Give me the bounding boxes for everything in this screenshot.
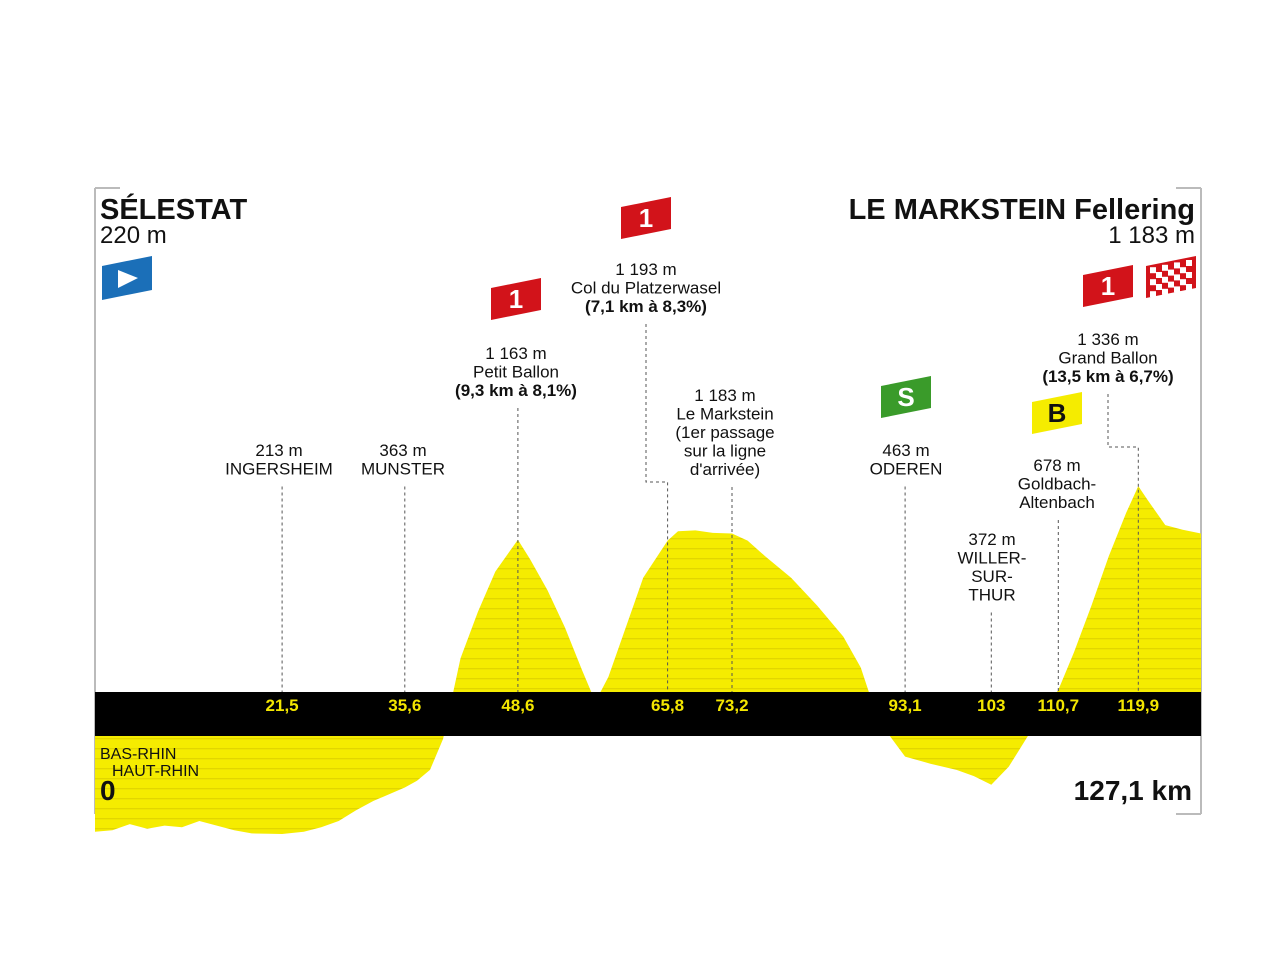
waypoint-label-line: 372 m (968, 530, 1015, 549)
km-tick-label: 93,1 (889, 696, 922, 715)
waypoint-label-line: Goldbach- (1018, 475, 1096, 494)
badge-label: 1 (1101, 271, 1115, 301)
start-flag-icon (102, 256, 152, 300)
waypoint-label-line: Petit Ballon (473, 363, 559, 382)
department-1: BAS-RHIN (100, 746, 176, 763)
km-tick-label: 48,6 (501, 696, 534, 715)
badge-label: 1 (639, 203, 653, 233)
km-tick-label: 65,8 (651, 696, 684, 715)
km-tick-label: 103 (977, 696, 1005, 715)
waypoint-label-line: ODEREN (870, 460, 943, 479)
waypoint-label-line: Altenbach (1019, 493, 1095, 512)
climb-category-icon: 1 (1083, 265, 1133, 307)
waypoint-label-line: 213 m (255, 441, 302, 460)
waypoint-label-line: d'arrivée) (690, 460, 760, 479)
leader-line (645, 324, 669, 692)
start-altitude: 220 m (100, 222, 167, 249)
waypoint-label-line: 1 163 m (485, 344, 546, 363)
waypoint-label-line: Col du Platzerwasel (571, 279, 721, 298)
km-tick-label: 110,7 (1037, 696, 1079, 715)
finish-name: LE MARKSTEIN Fellering (849, 194, 1195, 226)
checkered-flag-icon (1146, 256, 1196, 302)
km-tick-label: 21,5 (266, 696, 299, 715)
waypoint-label-line: THUR (968, 586, 1015, 605)
climb-gradient-label: (13,5 km à 6,7%) (1042, 367, 1173, 386)
bonus-b-icon: B (1032, 392, 1082, 434)
km-tick-label: 73,2 (715, 696, 748, 715)
waypoint-label-line: (1er passage (675, 423, 774, 442)
sprint-s-icon: S (881, 376, 931, 418)
waypoint-label-line: Le Markstein (676, 405, 773, 424)
start-name: SÉLESTAT (100, 192, 247, 226)
km-tick-label: 35,6 (388, 696, 421, 715)
waypoint-label-line: 1 183 m (694, 386, 755, 405)
waypoint-label-line: Grand Ballon (1058, 349, 1157, 368)
km-tick-labels: 21,5 35,6 48,6 65,8 73,2 93,1 103 110,7 119,9 (266, 696, 1160, 715)
badge-label: S (897, 382, 914, 412)
waypoint-leaders (281, 324, 1139, 692)
km-start-label: 0 (100, 775, 116, 806)
waypoint-label-line: 1 336 m (1077, 330, 1138, 349)
department-2: HAUT-RHIN (112, 763, 199, 780)
climb-category-icon: 1 (621, 197, 671, 239)
climb-category-icon: 1 (491, 278, 541, 320)
elevation-profile-area (95, 486, 1201, 834)
km-total-label: 127,1 km (1074, 775, 1192, 806)
km-tick-label: 119,9 (1117, 696, 1159, 715)
climb-gradient-label: (7,1 km à 8,3%) (585, 297, 707, 316)
waypoint-label-line: sur la ligne (684, 442, 766, 461)
waypoint-badges: 1 1 S B 1 (491, 197, 1133, 434)
waypoint-label-line: INGERSHEIM (225, 460, 333, 479)
waypoint-label-line: 678 m (1033, 456, 1080, 475)
waypoint-label-line: MUNSTER (361, 460, 445, 479)
waypoint-label-line: 463 m (882, 441, 929, 460)
waypoint-label-line: WILLER- (958, 549, 1027, 568)
waypoint-label-line: SUR- (971, 567, 1013, 586)
climb-gradient-label: (9,3 km à 8,1%) (455, 381, 577, 400)
badge-label: B (1048, 398, 1067, 428)
leader-line (1107, 394, 1139, 692)
badge-label: 1 (509, 284, 523, 314)
km-band (95, 692, 1201, 736)
waypoint-label-line: 363 m (379, 441, 426, 460)
finish-altitude: 1 183 m (1108, 222, 1195, 249)
waypoint-label-line: 1 193 m (615, 260, 676, 279)
